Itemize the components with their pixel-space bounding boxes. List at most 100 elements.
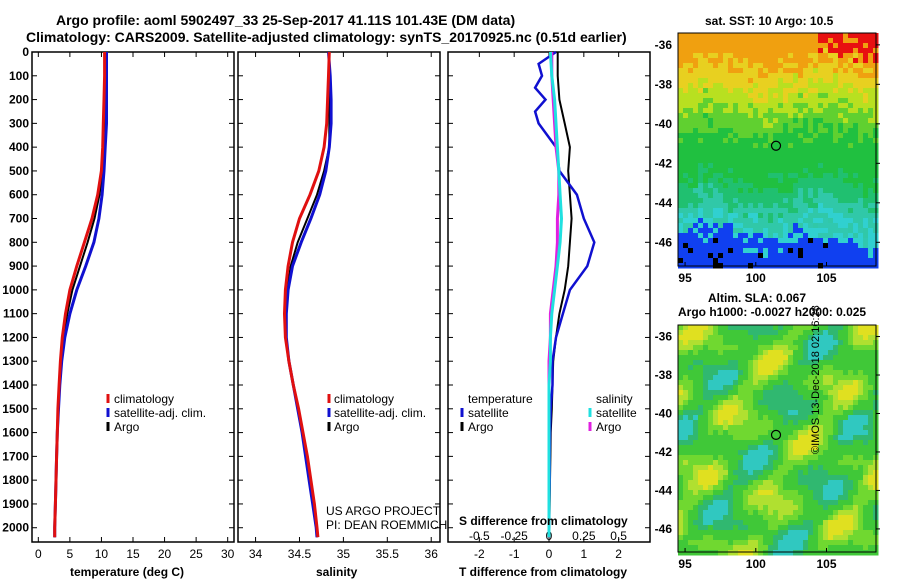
map-pixel <box>728 425 734 431</box>
map-pixel <box>738 405 744 411</box>
map-pixel <box>688 545 694 551</box>
map-pixel <box>768 420 774 426</box>
map-pixel <box>793 173 799 179</box>
map-pixel <box>833 420 839 426</box>
map-pixel <box>823 340 829 346</box>
map-pixel <box>783 243 789 249</box>
map-pixel <box>828 340 834 346</box>
map-pixel <box>753 525 759 531</box>
map-pixel <box>838 370 844 376</box>
map-pixel <box>768 460 774 466</box>
map-pixel <box>838 410 844 416</box>
map-pixel <box>838 178 844 184</box>
map-pixel <box>863 253 869 259</box>
map-pixel <box>843 158 849 164</box>
map-pixel <box>773 58 779 64</box>
map-pixel <box>763 540 769 546</box>
map-pixel <box>823 445 829 451</box>
map-pixel <box>828 143 834 149</box>
map-pixel <box>713 515 719 521</box>
map-pixel <box>773 93 779 99</box>
map-pixel <box>783 345 789 351</box>
panel-frame-0 <box>31 51 235 543</box>
map-pixel <box>743 430 749 436</box>
map-pixel <box>718 530 724 536</box>
map-pixel <box>803 500 809 506</box>
map-pixel <box>853 208 859 214</box>
map-pixel <box>723 68 729 74</box>
map-pixel <box>748 73 754 79</box>
map-pixel <box>718 405 724 411</box>
map-pixel <box>838 58 844 64</box>
map-pixel <box>738 345 744 351</box>
map-pixel <box>833 415 839 421</box>
map-pixel <box>743 475 749 481</box>
map-pixel <box>728 520 734 526</box>
map-pixel <box>848 490 854 496</box>
map-pixel <box>848 420 854 426</box>
map-pixel <box>798 43 804 49</box>
map-pixel <box>778 153 784 159</box>
map-pixel <box>793 258 799 264</box>
map-pixel <box>713 178 719 184</box>
map-pixel <box>783 525 789 531</box>
map-pixel <box>688 395 694 401</box>
sla-map-xtick-label-105: 105 <box>816 557 836 571</box>
map-pixel <box>823 400 829 406</box>
map-pixel <box>853 495 859 501</box>
map-pixel <box>783 360 789 366</box>
map-pixel <box>868 395 874 401</box>
map-pixel <box>813 500 819 506</box>
map-pixel <box>723 208 729 214</box>
map-pixel <box>808 38 814 44</box>
map-pixel <box>733 98 739 104</box>
map-pixel <box>818 63 824 69</box>
map-pixel <box>793 420 799 426</box>
map-pixel <box>808 143 814 149</box>
map-pixel <box>768 475 774 481</box>
map-pixel <box>868 355 874 361</box>
map-pixel <box>758 133 764 139</box>
map-pixel <box>698 380 704 386</box>
map-pixel <box>863 138 869 144</box>
map-pixel <box>838 43 844 49</box>
map-pixel <box>863 43 869 49</box>
map-pixel <box>738 545 744 551</box>
map-pixel <box>783 253 789 259</box>
map-pixel <box>813 118 819 124</box>
map-pixel <box>753 203 759 209</box>
map-pixel <box>718 68 724 74</box>
map-pixel <box>708 440 714 446</box>
map-pixel <box>738 233 744 239</box>
map-pixel <box>798 365 804 371</box>
map-pixel <box>838 325 844 331</box>
map-pixel <box>838 68 844 74</box>
map-pixel <box>808 500 814 506</box>
map-pixel <box>743 505 749 511</box>
map-pixel <box>793 238 799 244</box>
map-pixel <box>833 258 839 264</box>
sla-map-xtick-label-95: 95 <box>678 557 692 571</box>
map-pixel <box>803 178 809 184</box>
map-pixel <box>773 440 779 446</box>
map-pixel <box>703 490 709 496</box>
map-pixel <box>858 108 864 114</box>
map-pixel <box>763 48 769 54</box>
map-pixel <box>778 430 784 436</box>
map-pixel <box>723 465 729 471</box>
map-pixel <box>833 345 839 351</box>
map-pixel <box>838 465 844 471</box>
map-pixel <box>778 365 784 371</box>
map-pixel <box>748 525 754 531</box>
map-pixel <box>823 98 829 104</box>
map-pixel <box>798 38 804 44</box>
map-pixel <box>773 350 779 356</box>
map-pixel <box>723 335 729 341</box>
map-pixel <box>748 400 754 406</box>
map-pixel <box>758 535 764 541</box>
map-pixel <box>803 515 809 521</box>
map-pixel <box>703 123 709 129</box>
map-pixel <box>733 395 739 401</box>
map-pixel <box>708 58 714 64</box>
map-pixel <box>678 93 684 99</box>
